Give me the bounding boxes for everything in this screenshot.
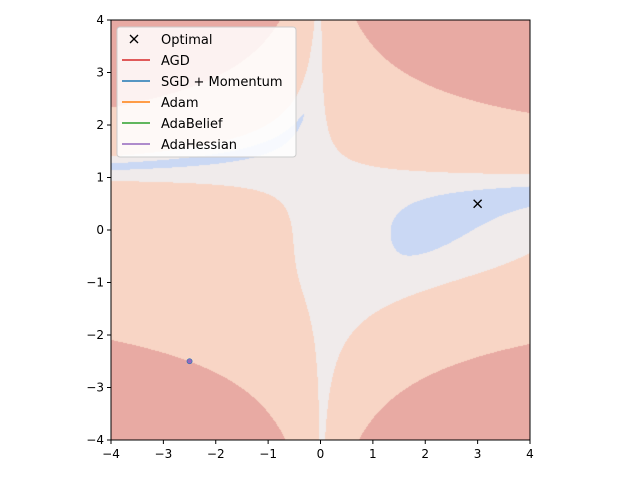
y-tick-label: −1 [86, 276, 104, 290]
x-tick-label: 4 [526, 447, 534, 461]
y-tick-label: −4 [86, 433, 104, 447]
y-tick-label: 2 [96, 118, 104, 132]
y-tick-label: −2 [86, 328, 104, 342]
x-tick-label: 1 [369, 447, 377, 461]
y-tick-label: 1 [96, 171, 104, 185]
legend-label: AdaBelief [161, 117, 223, 132]
legend-entry: AGD [122, 54, 190, 69]
markers [186, 199, 483, 365]
legend-label: Adam [161, 96, 199, 111]
legend-entry: SGD + Momentum [122, 75, 283, 90]
x-tick-label: 0 [317, 447, 325, 461]
legend-label: Optimal [161, 33, 212, 48]
legend-box [116, 26, 297, 158]
y-axis: −4 −3 −2 −1 0 1 2 3 4 [86, 13, 111, 447]
start-point-marker [186, 358, 193, 365]
legend-label: SGD + Momentum [161, 75, 283, 90]
legend-entry: AdaHessian [122, 138, 237, 153]
y-tick-label: −3 [86, 381, 104, 395]
x-tick-label: −2 [207, 447, 225, 461]
y-tick-label: 0 [96, 223, 104, 237]
legend-entry: Adam [122, 96, 199, 111]
legend-entry: AdaBelief [122, 117, 223, 132]
legend-entry: Optimal [129, 33, 212, 48]
x-tick-label: −1 [259, 447, 277, 461]
legend: Optimal AGD SGD + Momentum Adam AdaBelief Ada… [116, 26, 297, 158]
x-axis: −4 −3 −2 −1 0 1 2 3 4 [102, 440, 534, 461]
x-tick-label: −3 [155, 447, 173, 461]
y-tick-label: 3 [96, 66, 104, 80]
x-tick-label: 3 [474, 447, 482, 461]
x-tick-label: −4 [102, 447, 120, 461]
y-tick-label: 4 [96, 13, 104, 27]
optimal-marker [473, 199, 483, 209]
legend-label: AdaHessian [161, 138, 237, 153]
x-tick-label: 2 [421, 447, 429, 461]
legend-label: AGD [161, 54, 190, 69]
